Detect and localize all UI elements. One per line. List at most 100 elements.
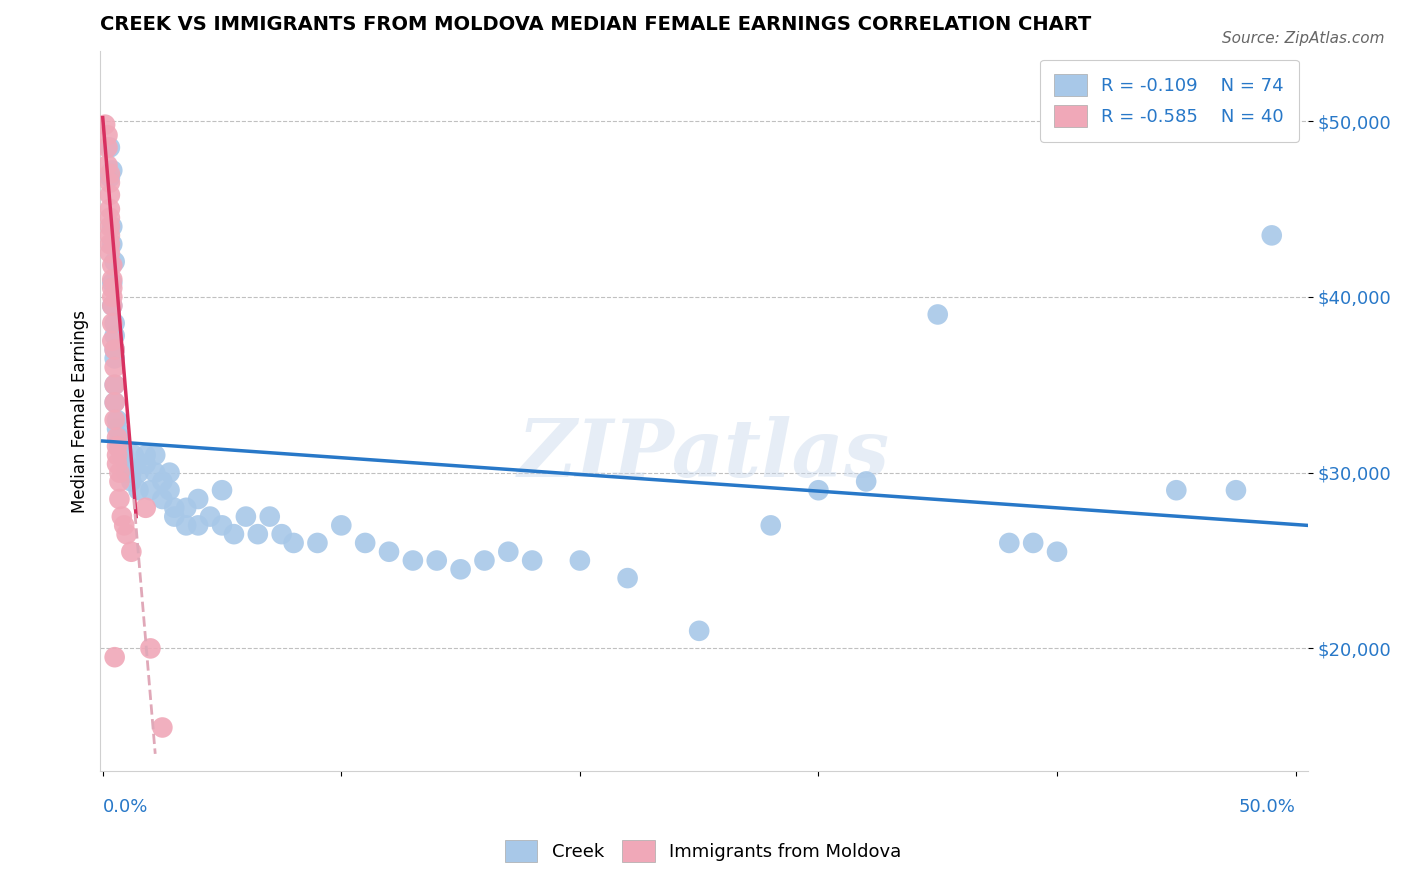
Point (108, 439, 131, 453)
Point (139, 641, 162, 656)
Text: 0.0%: 0.0% (103, 797, 148, 816)
Point (101, 219, 124, 234)
Point (104, 377, 127, 392)
Point (98, 170, 121, 185)
Point (150, 491, 173, 506)
Y-axis label: Median Female Earnings: Median Female Earnings (72, 310, 89, 513)
Point (108, 475, 131, 489)
Point (105, 457, 128, 471)
Point (122, 448, 145, 462)
Point (163, 509, 186, 524)
Point (807, 483, 830, 498)
Point (96, 140, 118, 154)
Point (174, 518, 197, 533)
Point (159, 483, 181, 498)
Point (211, 483, 233, 498)
Point (98, 188, 121, 202)
Point (150, 475, 173, 489)
Point (135, 448, 157, 462)
Point (198, 509, 221, 524)
Text: Source: ZipAtlas.com: Source: ZipAtlas.com (1222, 31, 1385, 46)
Point (927, 308, 949, 322)
Point (101, 281, 124, 295)
Point (108, 430, 131, 444)
Point (1166, 483, 1188, 498)
Point (96, 128, 118, 143)
Point (426, 553, 449, 567)
Point (139, 483, 162, 498)
Text: CREEK VS IMMIGRANTS FROM MOLDOVA MEDIAN FEMALE EARNINGS CORRELATION CHART: CREEK VS IMMIGRANTS FROM MOLDOVA MEDIAN … (100, 15, 1091, 34)
Point (104, 650, 127, 665)
Point (115, 466, 138, 480)
Point (98, 211, 121, 225)
Point (112, 518, 135, 533)
Point (498, 545, 520, 559)
Point (104, 343, 127, 357)
Point (1225, 483, 1247, 498)
Point (120, 475, 142, 489)
Point (115, 457, 138, 471)
Point (187, 491, 209, 506)
Point (105, 430, 128, 444)
Point (98, 237, 121, 252)
Point (101, 258, 124, 272)
Text: 50.0%: 50.0% (1239, 797, 1295, 816)
Point (1046, 545, 1069, 559)
Point (143, 466, 166, 480)
Point (235, 509, 257, 524)
Point (101, 237, 124, 252)
Point (259, 509, 281, 524)
Point (98, 228, 121, 243)
Point (101, 299, 124, 313)
Point (98, 202, 121, 216)
Point (98, 246, 121, 260)
Point (112, 448, 135, 462)
Point (211, 518, 233, 533)
Point (307, 536, 329, 550)
Point (101, 316, 124, 330)
Point (135, 457, 157, 471)
Point (283, 536, 305, 550)
Point (855, 475, 877, 489)
Point (101, 334, 124, 348)
Point (96, 158, 118, 172)
Text: ZIPatlas: ZIPatlas (517, 416, 890, 493)
Point (104, 254, 127, 268)
Point (111, 448, 134, 462)
Point (108, 491, 131, 506)
Point (104, 328, 127, 343)
Point (111, 509, 134, 524)
Point (104, 377, 127, 392)
Point (120, 545, 142, 559)
Point (98, 219, 121, 234)
Point (378, 545, 401, 559)
Point (101, 272, 124, 286)
Point (98, 167, 121, 181)
Legend: R = -0.109    N = 74, R = -0.585    N = 40: R = -0.109 N = 74, R = -0.585 N = 40 (1040, 60, 1299, 142)
Point (174, 500, 197, 515)
Point (354, 536, 377, 550)
Point (105, 439, 128, 453)
Point (104, 395, 127, 409)
Point (998, 536, 1021, 550)
Point (101, 299, 124, 313)
Point (115, 527, 138, 541)
Point (135, 500, 157, 515)
Point (101, 276, 124, 290)
Point (105, 413, 128, 427)
Point (159, 466, 181, 480)
Point (104, 360, 127, 375)
Point (520, 553, 543, 567)
Point (108, 466, 131, 480)
Point (330, 518, 353, 533)
Point (270, 527, 292, 541)
Point (105, 422, 128, 436)
Point (759, 518, 782, 533)
Point (98, 176, 121, 190)
Point (101, 290, 124, 304)
Point (1022, 536, 1045, 550)
Point (98, 140, 121, 154)
Point (105, 448, 128, 462)
Point (450, 562, 472, 576)
Point (150, 721, 173, 735)
